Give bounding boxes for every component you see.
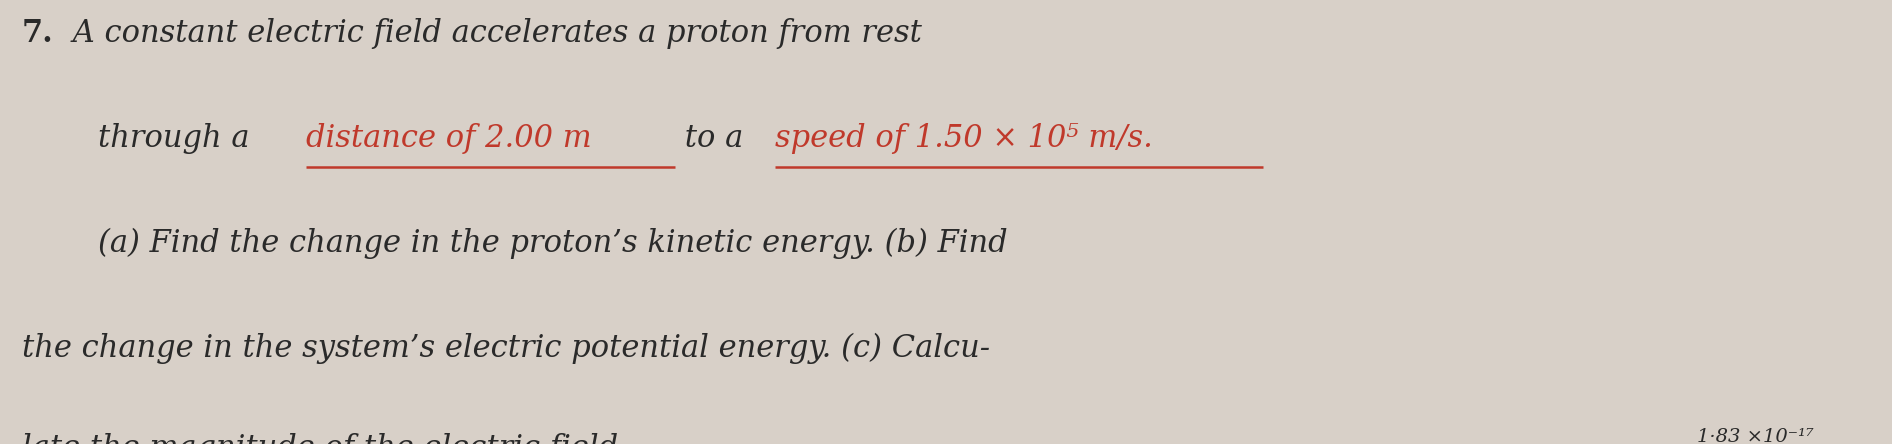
Text: the change in the system’s electric potential energy. (c) Calcu-: the change in the system’s electric pote…	[23, 333, 990, 364]
Text: 7.: 7.	[23, 18, 53, 49]
Text: to a: to a	[675, 123, 753, 154]
Text: through a: through a	[98, 123, 259, 154]
Text: speed of 1.50 × 10⁵ m/s.: speed of 1.50 × 10⁵ m/s.	[776, 123, 1152, 154]
Text: late the magnitude of the electric field.: late the magnitude of the electric field…	[23, 433, 628, 444]
Text: A constant electric field accelerates a proton from rest: A constant electric field accelerates a …	[62, 18, 921, 49]
Text: 1·83 ×10⁻¹⁷: 1·83 ×10⁻¹⁷	[1697, 428, 1814, 444]
Text: distance of 2.00 m: distance of 2.00 m	[307, 123, 592, 154]
Text: (a) Find the change in the proton’s kinetic energy. (b) Find: (a) Find the change in the proton’s kine…	[98, 228, 1008, 259]
